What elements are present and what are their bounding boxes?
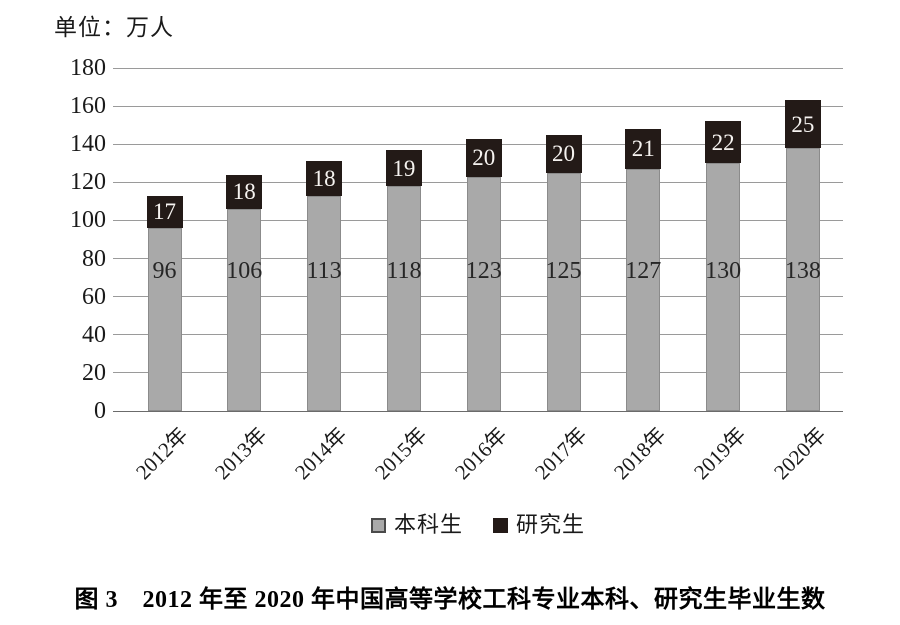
graduate-value-label: 18 [232,179,256,205]
y-tick-label: 180 [70,55,106,81]
legend-label: 研究生 [516,512,586,537]
bar-segment-graduate: 17 [146,195,183,229]
graduate-value-label: 22 [711,129,735,155]
undergraduate-value-label: 113 [306,258,342,284]
bar-segment-undergraduate [785,148,820,411]
bar-group-2015年: 19 [385,149,422,411]
undergraduate-value-label: 96 [152,258,177,284]
bar-segment-undergraduate [706,163,741,411]
gridline [113,67,843,69]
graduate-value-label: 25 [791,111,815,137]
bar-segment-undergraduate [307,195,342,411]
bar-segment-undergraduate [386,186,421,411]
bar-segment-graduate: 21 [625,128,662,169]
figure-caption: 图 3 2012 年至 2020 年中国高等学校工科专业本科、研究生毕业生数 [74,587,826,613]
bar-segment-graduate: 18 [306,161,343,196]
bar-group-2013年: 18 [226,174,263,411]
y-tick-label: 140 [70,131,106,158]
bar-group-2019年: 22 [705,121,742,411]
y-tick-label: 80 [82,245,106,272]
bar-group-2012年: 17 [146,195,183,411]
y-tick-label: 40 [82,321,106,348]
legend-swatch-icon [370,517,386,533]
x-tick-label: 2018年 [609,422,671,485]
plot-area: 17 96 2012年 18 106 2013年 18 113 2014年 19 118 2015年 2… [113,67,843,484]
bar-segment-graduate: 22 [705,121,742,164]
bar-segment-undergraduate [626,169,661,411]
bar-group-2018年: 21 [625,128,662,411]
graduate-value-label: 21 [631,136,655,162]
y-tick-label: 160 [70,93,106,120]
undergraduate-value-label: 127 [625,258,662,284]
x-tick-label: 2015年 [369,422,432,485]
bar-group-2020年: 25 [784,100,821,411]
legend-swatch-icon [493,517,508,533]
bar-segment-undergraduate [466,176,501,411]
y-axis: 0 20 40 60 80 100 120 140 160 180 [0,56,106,423]
y-axis-unit-label: 单位：万人 [54,15,174,40]
bar-segment-graduate: 25 [784,100,821,149]
x-tick-label: 2019年 [689,422,751,485]
y-tick-label: 20 [82,359,106,386]
bar-segment-graduate: 19 [385,149,422,187]
bar-group-2014年: 18 [306,161,343,411]
bar-segment-graduate: 20 [465,138,502,177]
graduate-value-label: 20 [552,141,575,167]
graduate-value-label: 18 [312,166,336,192]
bar-segment-undergraduate [227,209,262,411]
bar-group-2017年: 20 [545,134,582,411]
x-axis-line [113,410,843,412]
legend-item-graduate: 研究生 [493,514,585,536]
graduate-value-label: 17 [153,199,176,225]
bar-segment-undergraduate [147,228,182,411]
legend-item-undergraduate: 本科生 [370,512,463,537]
y-tick-label: 0 [94,398,106,424]
y-tick-label: 100 [70,207,106,234]
undergraduate-value-label: 138 [784,258,821,284]
x-tick-label: 2012年 [130,422,193,485]
x-tick-label: 2017年 [529,422,592,485]
undergraduate-value-label: 118 [386,258,422,284]
bar-segment-undergraduate [546,172,581,411]
undergraduate-value-label: 106 [226,258,263,284]
x-tick-label: 2014年 [290,422,352,485]
legend: 本科生 研究生 [113,514,843,536]
gridline [113,105,843,107]
x-tick-label: 2020年 [768,422,831,485]
y-tick-label: 60 [82,283,106,310]
bar-segment-graduate: 18 [226,174,263,210]
bar-segment-graduate: 20 [545,134,582,173]
graduate-value-label: 19 [392,155,416,181]
graduate-value-label: 20 [472,145,496,171]
undergraduate-value-label: 130 [705,258,742,284]
x-tick-label: 2013年 [210,422,272,485]
undergraduate-value-label: 123 [465,258,502,284]
y-tick-label: 120 [70,169,106,196]
x-tick-label: 2016年 [449,422,512,485]
undergraduate-value-label: 125 [545,258,582,284]
bar-group-2016年: 20 [465,138,502,411]
legend-label: 本科生 [393,512,463,537]
